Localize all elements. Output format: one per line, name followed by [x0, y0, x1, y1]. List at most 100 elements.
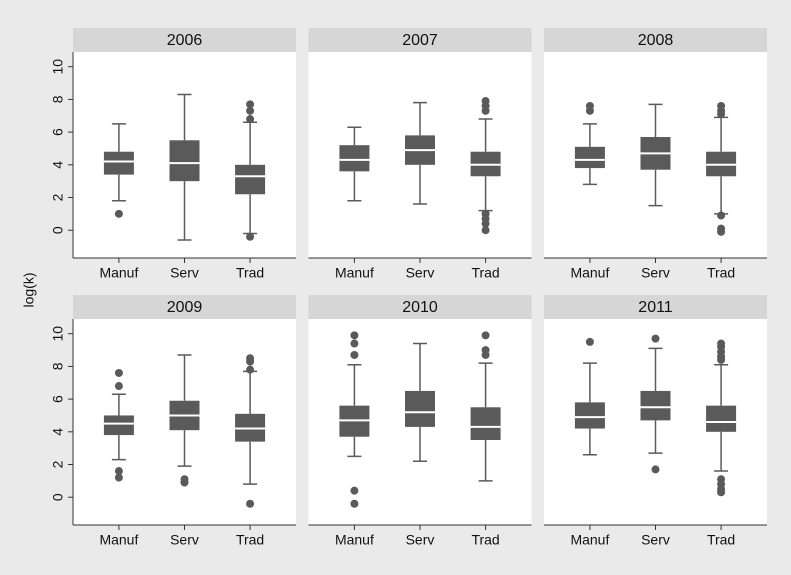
outlier	[717, 211, 726, 220]
x-tick-label: Trad	[236, 265, 264, 281]
box	[103, 151, 134, 175]
panel-title: 2008	[638, 32, 674, 49]
panel-title: 2009	[167, 299, 203, 316]
y-tick-label: 4	[50, 428, 66, 436]
x-tick-label: Serv	[641, 265, 670, 281]
box	[103, 415, 134, 436]
x-tick-label: Manuf	[99, 265, 138, 281]
x-tick-label: Trad	[707, 532, 735, 548]
outlier	[180, 478, 189, 487]
outlier	[585, 337, 594, 346]
whisker-low	[582, 428, 597, 456]
x-tick-label: Trad	[236, 532, 264, 548]
outlier	[350, 339, 359, 348]
box	[405, 390, 435, 427]
whisker-high	[413, 101, 427, 136]
outlier	[350, 350, 359, 359]
outlier	[717, 355, 726, 364]
y-tick-label: 10	[50, 59, 66, 75]
box	[235, 164, 266, 195]
panel-title: 2007	[402, 32, 438, 49]
outlier	[246, 365, 255, 374]
outlier	[246, 357, 255, 366]
whisker-low	[111, 435, 126, 461]
outlier	[651, 465, 660, 474]
whisker-high	[582, 362, 597, 403]
whisker-low	[111, 174, 126, 202]
whisker-low	[177, 181, 192, 241]
y-tick-label: 6	[50, 395, 66, 403]
whisker-high	[648, 347, 663, 391]
outlier	[717, 110, 726, 119]
whisker-low	[413, 164, 427, 205]
outlier	[481, 350, 490, 359]
y-tick-label: 0	[50, 493, 66, 501]
outlier	[246, 232, 255, 241]
x-tick-label: Serv	[406, 265, 435, 281]
whisker-low	[478, 439, 493, 482]
x-tick-label: Serv	[406, 532, 435, 548]
outlier	[114, 467, 123, 476]
y-tick-label: 0	[50, 226, 66, 234]
x-tick-label: Serv	[170, 532, 199, 548]
whisker-low	[347, 436, 362, 458]
whisker-low	[347, 171, 362, 202]
outlier	[114, 209, 123, 218]
outlier	[481, 106, 490, 115]
x-tick-label: Manuf	[99, 532, 138, 548]
outlier	[246, 100, 255, 109]
panel-title: 2006	[167, 32, 203, 49]
panel-strip	[308, 295, 532, 319]
whisker-high	[347, 364, 362, 406]
y-tick-label: 6	[50, 128, 66, 136]
box	[574, 146, 605, 169]
outlier	[651, 334, 660, 343]
box	[339, 145, 370, 172]
box	[706, 405, 737, 432]
panel-strip	[544, 28, 767, 52]
box	[640, 390, 671, 421]
outlier	[246, 499, 255, 508]
whisker-high	[347, 126, 362, 146]
x-tick-label: Serv	[170, 265, 199, 281]
box	[574, 402, 605, 429]
whisker-high	[714, 364, 729, 406]
outlier	[481, 226, 490, 235]
x-tick-label: Trad	[707, 265, 735, 281]
whisker-high	[111, 393, 126, 416]
y-tick-label: 8	[50, 95, 66, 103]
whisker-high	[478, 118, 493, 152]
panel-strip	[73, 295, 296, 319]
whisker-low	[582, 168, 597, 186]
outlier	[246, 115, 255, 124]
whisker-low	[413, 426, 427, 462]
outlier	[114, 368, 123, 377]
x-tick-label: Trad	[471, 265, 499, 281]
x-tick-label: Manuf	[335, 265, 374, 281]
outlier	[717, 488, 726, 497]
outlier	[585, 106, 594, 115]
y-tick-label: 10	[50, 326, 66, 342]
outlier	[481, 219, 490, 228]
whisker-high	[177, 354, 192, 401]
panel-strip	[544, 295, 767, 319]
outlier	[246, 106, 255, 115]
y-tick-label: 8	[50, 362, 66, 370]
x-tick-label: Manuf	[570, 265, 609, 281]
y-axis-label: log(k)	[21, 272, 37, 307]
outlier	[114, 382, 123, 391]
x-tick-label: Manuf	[335, 532, 374, 548]
panel-title: 2011	[638, 299, 673, 316]
panel-strip	[308, 28, 532, 52]
outlier	[481, 331, 490, 340]
outlier	[350, 331, 359, 340]
y-tick-label: 4	[50, 161, 66, 169]
outlier	[717, 227, 726, 236]
whisker-low	[243, 441, 258, 485]
x-tick-label: Manuf	[570, 532, 609, 548]
whisker-low	[648, 169, 663, 207]
x-tick-label: Trad	[471, 532, 499, 548]
whisker-low	[177, 430, 192, 467]
whisker-low	[714, 431, 729, 472]
